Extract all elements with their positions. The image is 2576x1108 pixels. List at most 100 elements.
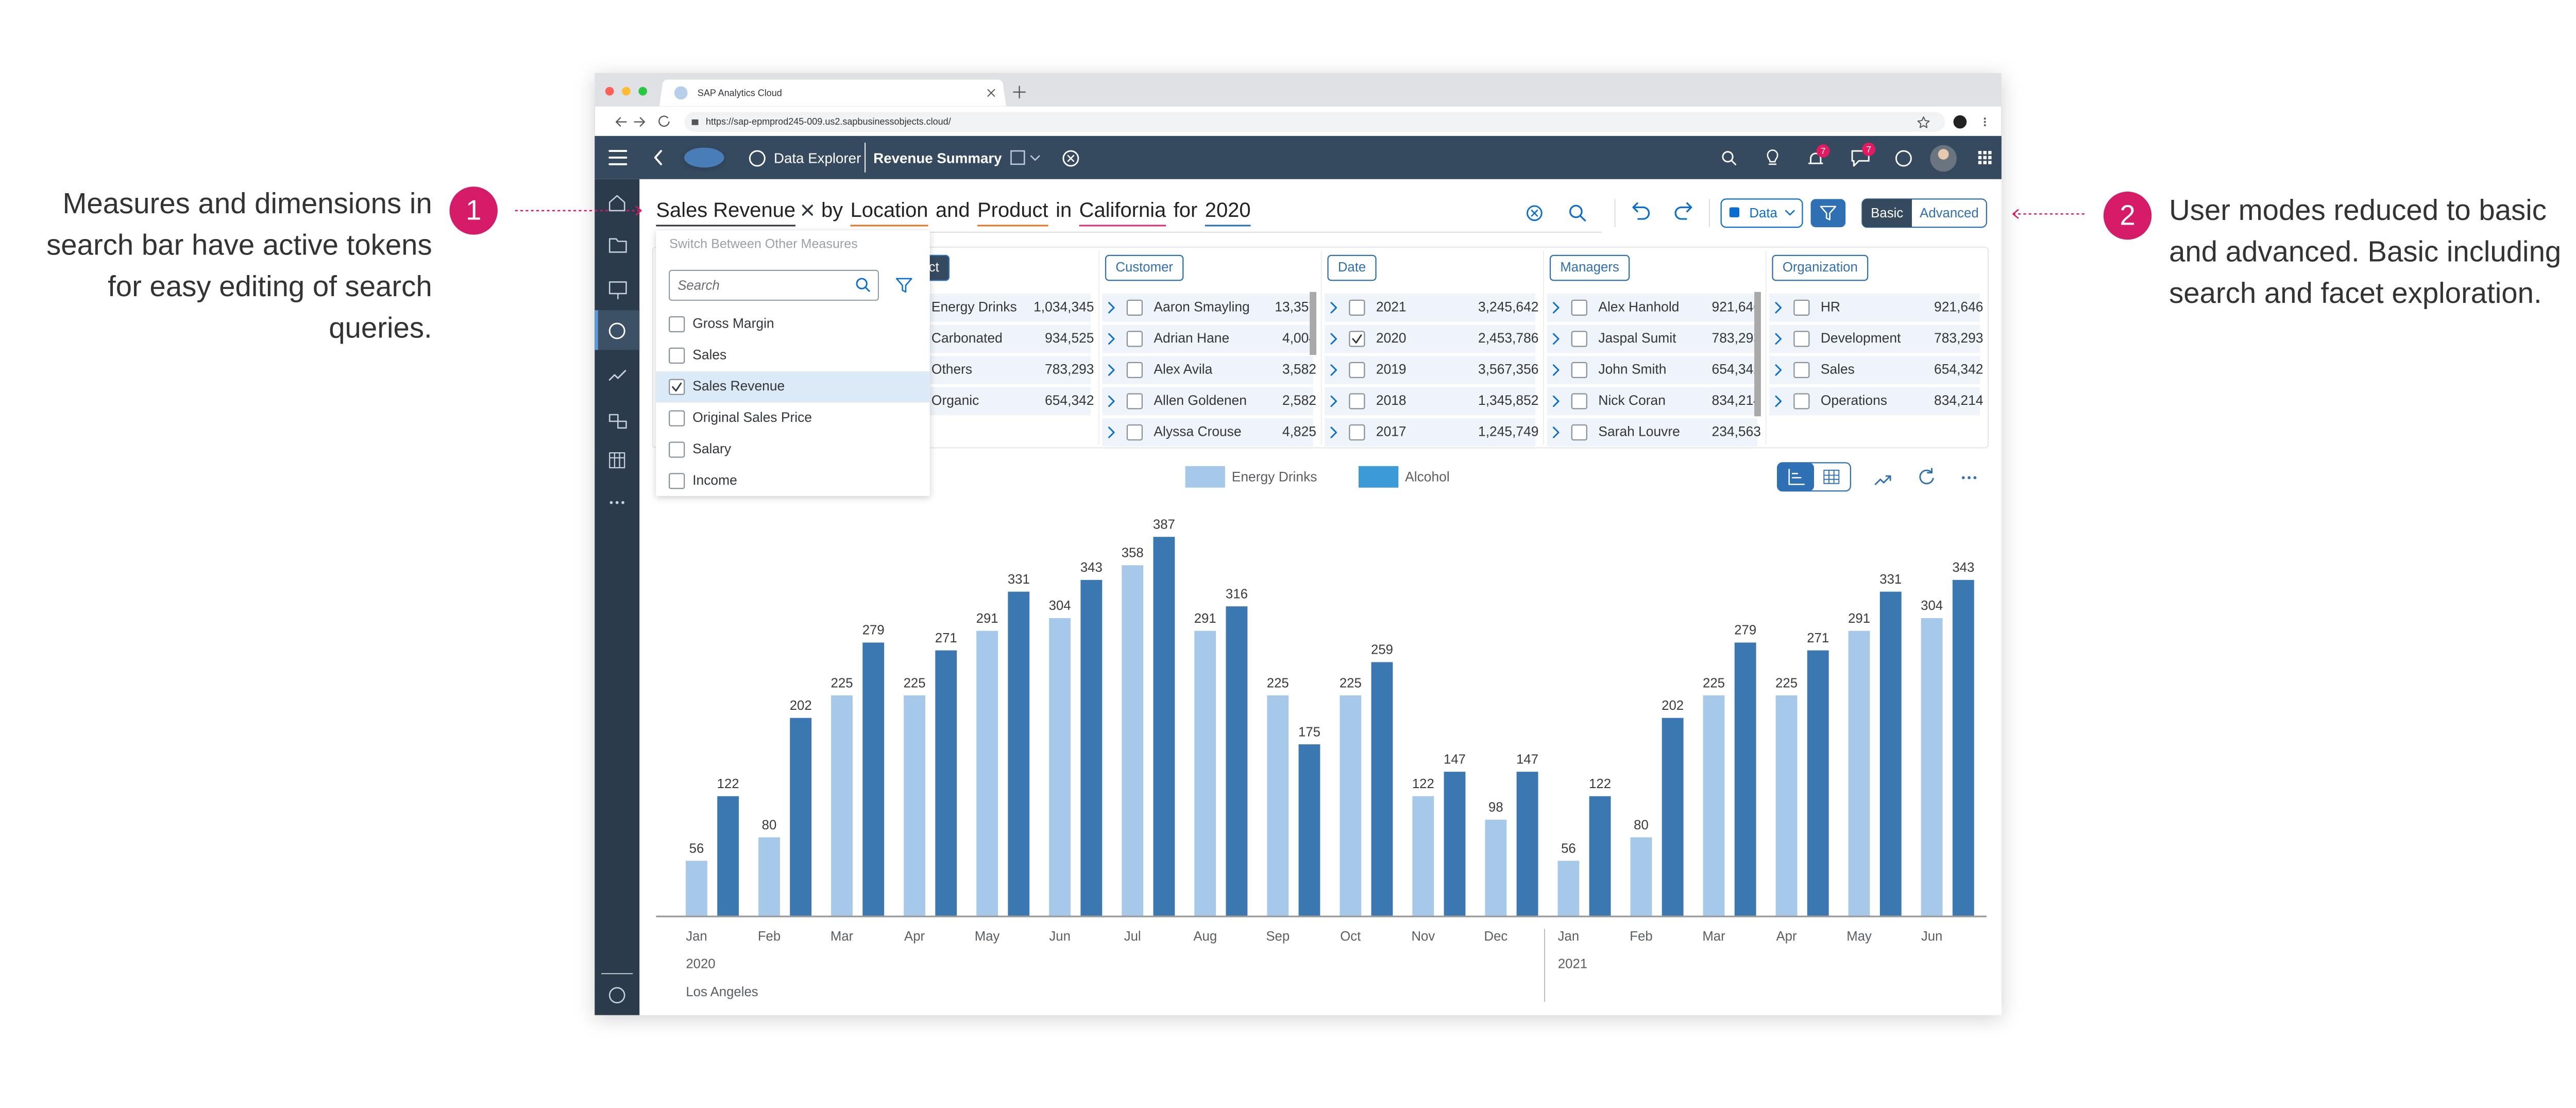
data-button-label[interactable]: Data [1749, 206, 1777, 220]
bookmark-star[interactable] [1917, 116, 1930, 128]
facet-expand[interactable] [1775, 364, 1782, 376]
nav-modeler[interactable] [608, 414, 627, 429]
menu-item[interactable]: Original Sales Price [692, 410, 812, 425]
facet-title[interactable]: Organization [1783, 260, 1858, 275]
facet-checkbox[interactable] [1793, 331, 1810, 347]
facet-tag[interactable] [1105, 254, 1184, 281]
story-menu[interactable] [1010, 150, 1025, 165]
facet-expand[interactable] [1553, 427, 1560, 438]
facet-checkbox[interactable] [1126, 299, 1143, 316]
facet-checkbox[interactable] [1349, 331, 1365, 347]
facet-expand[interactable] [1330, 333, 1337, 345]
facet-checkbox[interactable] [1349, 424, 1365, 441]
facet-checkbox[interactable] [1349, 299, 1365, 316]
search-token[interactable]: Sales Revenue [656, 199, 795, 221]
new-tab[interactable] [1013, 86, 1026, 99]
reload[interactable] [658, 115, 670, 127]
facet-expand[interactable] [1553, 364, 1560, 376]
facet-expand[interactable] [1330, 364, 1337, 376]
refresh-button[interactable] [1919, 468, 1934, 485]
facet-expand[interactable] [1553, 395, 1560, 407]
facet-title[interactable]: Date [1338, 260, 1366, 275]
facet-checkbox[interactable] [1349, 393, 1365, 410]
facet-tag[interactable] [1327, 254, 1377, 281]
nav-trend[interactable] [608, 370, 626, 381]
mode-label[interactable]: Advanced [1920, 206, 1979, 220]
facet-expand[interactable] [1553, 302, 1560, 314]
menu-item[interactable]: Salary [692, 441, 732, 456]
facet-checkbox[interactable] [1126, 393, 1143, 410]
facet-expand[interactable] [1108, 333, 1115, 345]
window-control[interactable] [622, 87, 631, 96]
search-token[interactable]: California [1079, 199, 1166, 221]
facet-expand[interactable] [1330, 302, 1337, 314]
menu-filter[interactable] [896, 278, 912, 293]
window-control[interactable] [605, 87, 614, 96]
facet-checkbox[interactable] [1793, 393, 1810, 410]
filter-button[interactable] [1810, 199, 1846, 228]
undo[interactable] [1632, 202, 1650, 220]
facet-title[interactable]: Managers [1560, 260, 1619, 275]
facet-expand[interactable] [1330, 395, 1337, 407]
tab-close[interactable] [987, 89, 995, 97]
menu-item[interactable]: Gross Margin [692, 315, 774, 331]
facet-checkbox[interactable] [1571, 299, 1587, 316]
facet-expand[interactable] [1108, 302, 1115, 314]
nav-files[interactable] [608, 238, 627, 253]
data-button[interactable] [1720, 198, 1803, 228]
bar-view-button[interactable] [1777, 463, 1814, 491]
nav-info[interactable] [608, 987, 625, 1003]
clear-search[interactable] [1527, 205, 1543, 221]
search-token[interactable]: 2020 [1205, 199, 1251, 221]
facet-checkbox[interactable] [1126, 362, 1143, 379]
facet-expand[interactable] [1775, 395, 1782, 407]
search-token[interactable]: Product [977, 199, 1048, 221]
facet-expand[interactable] [1330, 427, 1337, 438]
menu-checkbox[interactable] [669, 410, 685, 427]
more-dot[interactable] [1961, 476, 1965, 480]
facet-expand[interactable] [1108, 427, 1115, 438]
redo[interactable] [1674, 202, 1692, 220]
header-search-handle[interactable] [1731, 159, 1737, 165]
facet-checkbox[interactable] [1126, 424, 1143, 441]
facet-expand[interactable] [1108, 395, 1115, 407]
nav-forward[interactable] [634, 117, 645, 127]
table-view[interactable] [1823, 469, 1840, 484]
facet-expand[interactable] [1775, 333, 1782, 345]
hamburger[interactable] [608, 150, 628, 165]
facet-expand[interactable] [1775, 302, 1782, 314]
facet-tag[interactable] [1549, 254, 1630, 281]
tips[interactable] [1767, 149, 1778, 165]
token-remove[interactable] [802, 204, 814, 216]
mode-basic[interactable] [1862, 199, 1912, 228]
facet-tag[interactable] [1772, 254, 1869, 281]
menu-item[interactable]: Sales Revenue [692, 378, 785, 394]
facet-title[interactable]: Customer [1115, 260, 1173, 275]
menu-item[interactable]: Income [692, 472, 737, 488]
facet-checkbox[interactable] [1571, 331, 1587, 347]
help[interactable] [1895, 150, 1912, 167]
story-dropdown[interactable] [1030, 155, 1040, 161]
menu-item[interactable]: Sales [692, 347, 726, 362]
menu-checkbox[interactable] [669, 379, 685, 395]
window-control[interactable] [638, 87, 648, 96]
facet-checkbox[interactable] [1349, 362, 1365, 379]
nav-back[interactable] [615, 117, 627, 127]
facet-checkbox[interactable] [1793, 362, 1810, 379]
search-token[interactable]: Location [851, 199, 928, 221]
facet-checkbox[interactable] [1126, 331, 1143, 347]
profile-avatar[interactable] [1953, 115, 1967, 129]
header-search[interactable] [1722, 151, 1734, 163]
facet-checkbox[interactable] [1571, 424, 1587, 441]
nav-explorer[interactable] [608, 322, 625, 339]
nav-home[interactable] [608, 195, 625, 212]
browser-tab[interactable] [659, 79, 1006, 107]
nav-more-dot[interactable] [609, 501, 613, 504]
back[interactable] [654, 150, 662, 165]
mode-label[interactable]: Basic [1871, 206, 1903, 220]
facet-expand[interactable] [1553, 333, 1560, 345]
menu-search-field[interactable] [669, 269, 879, 301]
notifications[interactable] [1808, 152, 1823, 164]
facet-checkbox[interactable] [1571, 362, 1587, 379]
nav-present[interactable] [608, 281, 627, 299]
